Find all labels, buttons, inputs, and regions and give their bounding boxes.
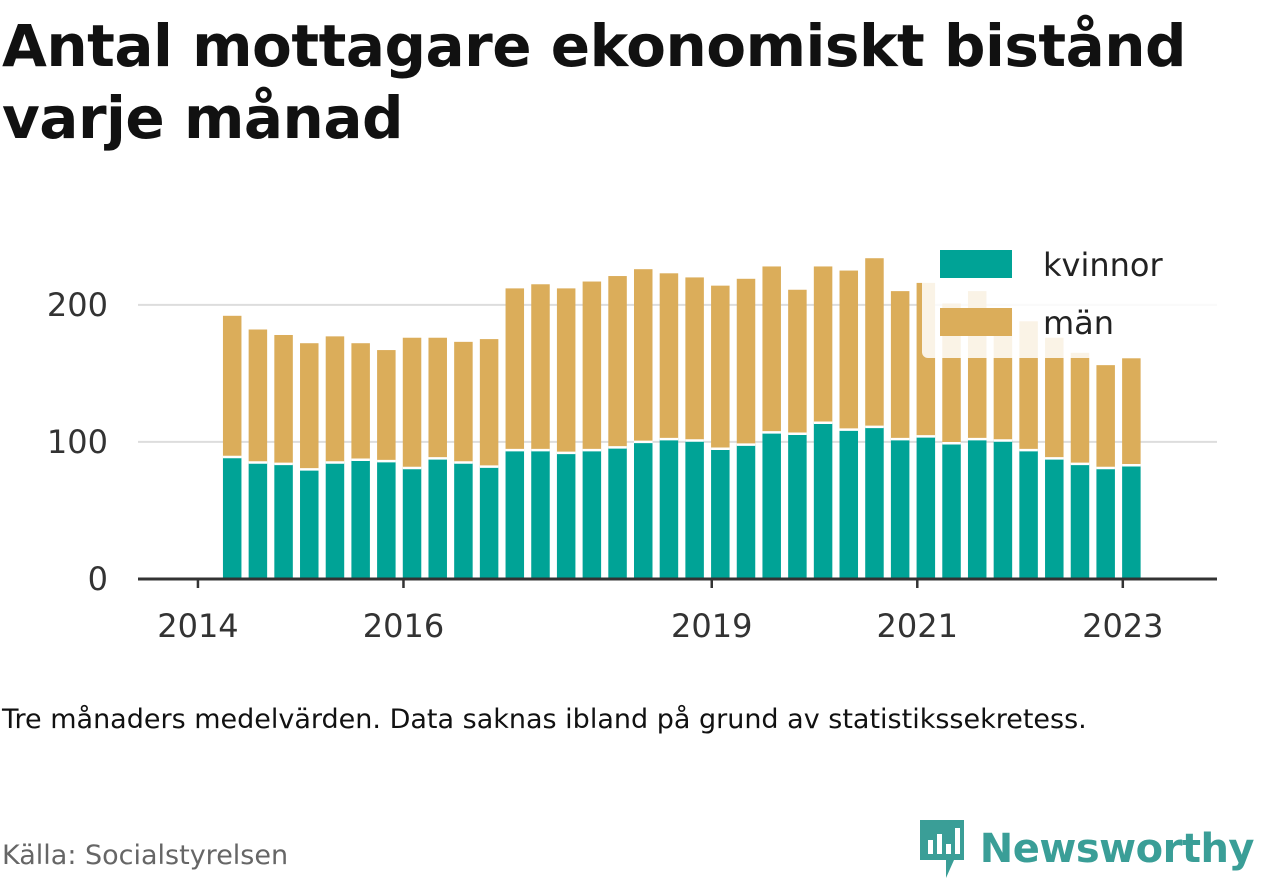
bar-man: [813, 266, 833, 423]
bar-man: [582, 281, 602, 451]
bar-kvinnor: [454, 462, 473, 579]
bar-kvinnor: [890, 439, 910, 579]
bar-man: [351, 343, 370, 460]
bar-kvinnor: [608, 447, 627, 579]
bar-man: [556, 288, 576, 453]
bar-man: [1045, 337, 1064, 459]
bar-man: [788, 289, 807, 434]
bar-man: [608, 276, 627, 448]
bar-kvinnor: [325, 462, 345, 579]
bar-kvinnor: [1019, 450, 1038, 579]
bar-kvinnor: [916, 436, 936, 579]
bar-kvinnor: [428, 458, 447, 579]
bar-kvinnor: [505, 450, 525, 579]
bar-man: [633, 269, 653, 442]
bar-man: [762, 266, 781, 433]
legend: kvinnor män: [922, 230, 1222, 358]
bar-kvinnor: [300, 469, 319, 579]
bar-kvinnor: [762, 432, 781, 579]
bar-man: [300, 343, 319, 470]
bar-man: [711, 285, 730, 449]
bar-kvinnor: [813, 422, 833, 579]
bar-kvinnor: [993, 440, 1013, 579]
bar-kvinnor: [479, 466, 499, 579]
bar-kvinnor: [942, 443, 961, 579]
bar-kvinnor: [582, 450, 602, 579]
bar-kvinnor: [222, 456, 242, 579]
bar-man: [1122, 358, 1141, 466]
legend-swatch-man: [940, 308, 1012, 336]
bar-man: [505, 288, 525, 451]
bar-kvinnor: [659, 439, 679, 579]
bar-kvinnor: [1070, 463, 1090, 579]
bar-kvinnor: [556, 452, 576, 579]
newsworthy-logo: Newsworthy: [918, 818, 1255, 880]
axes: 0 100 200 2014 2016 2019 2021 2023: [47, 286, 1217, 645]
bar-man: [890, 291, 910, 440]
x-tick-label: 2014: [157, 607, 238, 645]
bar-man: [274, 334, 293, 464]
bar-man: [531, 284, 550, 451]
bar-man: [428, 337, 447, 459]
bar-kvinnor: [274, 463, 293, 579]
bar-kvinnor: [967, 439, 987, 579]
bar-kvinnor: [633, 441, 653, 579]
chart-title: Antal mottagare ekonomiskt bistånd varje…: [2, 12, 1187, 152]
bar-man: [479, 339, 499, 467]
brand-name: Newsworthy: [979, 826, 1255, 872]
x-tick-label: 2016: [363, 607, 444, 645]
bar-kvinnor: [711, 448, 730, 579]
bar-kvinnor: [531, 450, 550, 579]
y-tick-label: 200: [47, 286, 108, 324]
bar-man: [1070, 352, 1090, 464]
bar-kvinnor: [1045, 458, 1064, 579]
bar-kvinnor: [402, 467, 422, 579]
bar-kvinnor: [1122, 465, 1141, 579]
bar-man: [454, 341, 473, 463]
bar-kvinnor: [377, 461, 396, 579]
bar-man: [248, 329, 268, 463]
bar-man: [865, 258, 884, 427]
newsworthy-logo-icon: [919, 820, 964, 878]
y-tick-label: 0: [88, 560, 108, 598]
x-tick-label: 2019: [671, 607, 752, 645]
bar-kvinnor: [685, 440, 704, 579]
bars: [222, 258, 1141, 579]
bar-man: [377, 350, 396, 462]
bar-kvinnor: [248, 462, 268, 579]
bar-kvinnor: [1096, 467, 1115, 579]
legend-swatch-kvinnor: [940, 250, 1012, 278]
legend-label-man: män: [1043, 304, 1114, 342]
bar-kvinnor: [839, 429, 859, 579]
bar-kvinnor: [865, 426, 884, 579]
stacked-bar-chart: 0 100 200 2014 2016 2019 2021 2023 kvinnor män: [47, 230, 1222, 645]
legend-label-kvinnor: kvinnor: [1043, 246, 1164, 284]
bar-man: [325, 336, 345, 463]
chart-note: Tre månaders medelvärden. Data saknas ib…: [2, 704, 1087, 735]
bar-man: [685, 277, 704, 441]
x-tick-label: 2021: [877, 607, 958, 645]
bar-man: [402, 337, 422, 468]
y-tick-label: 100: [47, 423, 108, 461]
bar-man: [659, 273, 679, 440]
bar-man: [736, 278, 756, 445]
bar-man: [1096, 365, 1115, 468]
bar-kvinnor: [351, 459, 370, 579]
bar-man: [222, 315, 242, 457]
bar-kvinnor: [788, 433, 807, 579]
bar-kvinnor: [736, 444, 756, 579]
x-tick-label: 2023: [1082, 607, 1163, 645]
source-credit: Källa: Socialstyrelsen: [2, 840, 289, 871]
bar-man: [839, 270, 859, 430]
